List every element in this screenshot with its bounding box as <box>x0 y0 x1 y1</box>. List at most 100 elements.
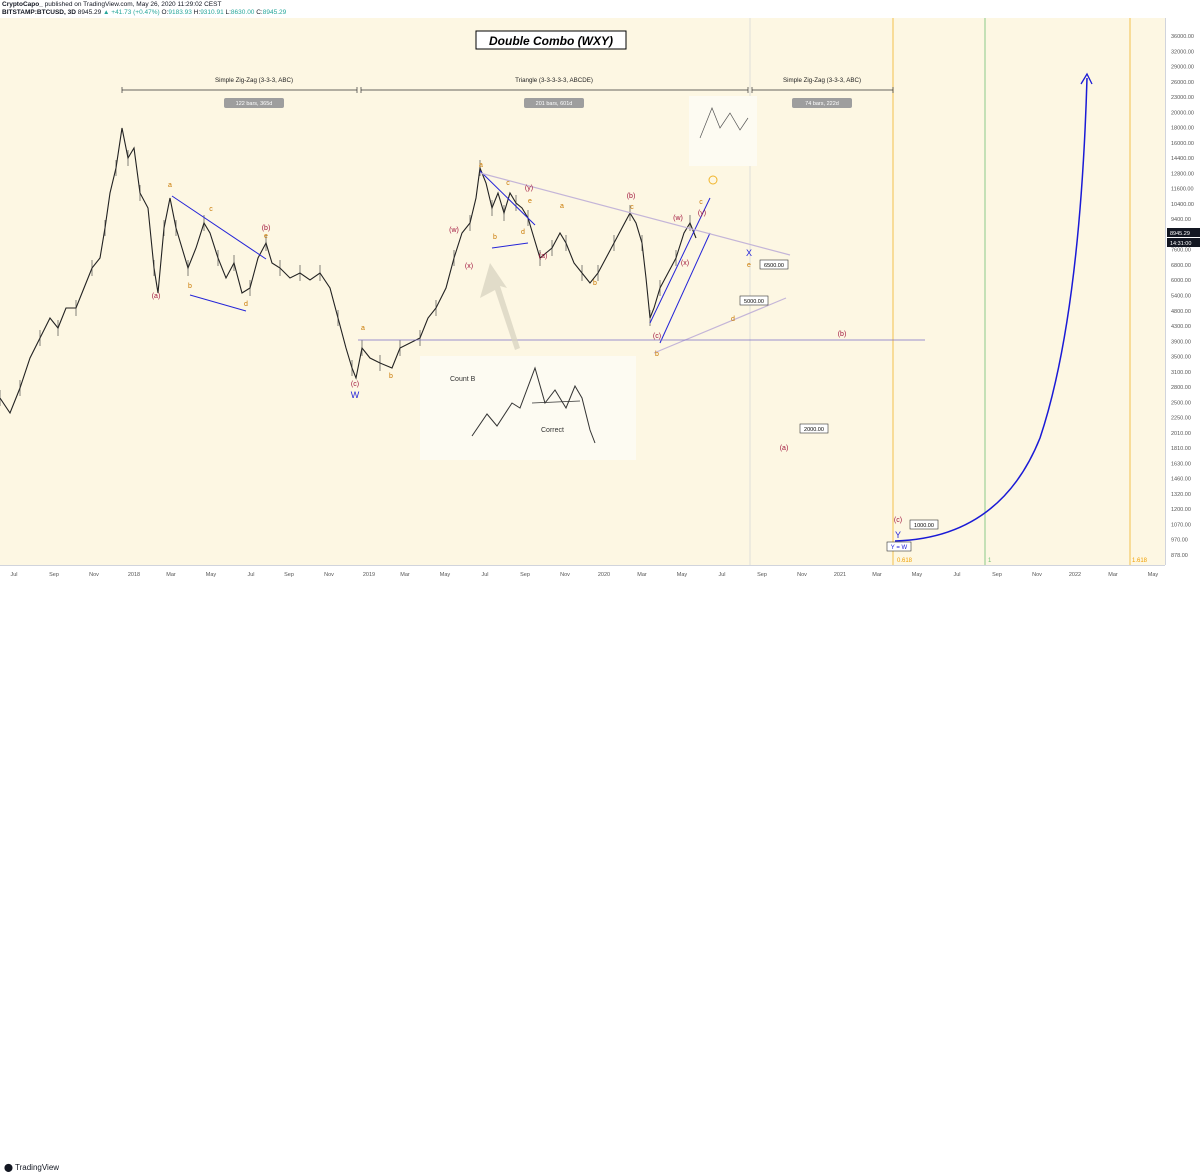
time-tick-label: Mar <box>400 572 410 578</box>
price-tick-label: 14400.00 <box>1171 156 1194 162</box>
wave-Y-label: Y <box>895 530 901 540</box>
time-tick-label: Sep <box>49 572 59 578</box>
price-tick-label: 2800.00 <box>1171 385 1191 391</box>
wave-label: c <box>699 199 703 206</box>
wave-label: b <box>389 373 393 380</box>
target-box <box>739 295 769 306</box>
wave-label: (w) <box>673 215 683 222</box>
inset-wave-path <box>471 366 596 444</box>
chart-title: Double Combo (WXY) <box>489 34 613 48</box>
time-tick-label: May <box>1148 572 1159 578</box>
price-tick-label: 6800.00 <box>1171 263 1191 269</box>
time-tick-label: May <box>440 572 451 578</box>
price-tick-label: 3900.00 <box>1171 339 1191 345</box>
time-tick-label: Nov <box>89 572 99 578</box>
wave-label: b <box>493 234 497 241</box>
time-tick-label: 2019 <box>363 572 375 578</box>
low-value: 8630.00 <box>230 9 255 16</box>
time-axis[interactable]: Jul Sep Nov 2018 Mar May Jul Sep Nov 2019 Mar May Ju… <box>0 565 1165 580</box>
wave-label: (a) <box>780 445 789 452</box>
range-badge <box>792 98 852 108</box>
time-tick-label: Jul <box>718 572 725 578</box>
wave-trendline <box>171 195 267 260</box>
price-tick-label: 2500.00 <box>1171 400 1191 406</box>
wave-label: (a) <box>539 253 548 260</box>
wave-label: a <box>361 325 365 332</box>
range-label: Simple Zig-Zag (3-3-3, ABC) <box>215 77 293 84</box>
wave-label: e <box>528 198 532 205</box>
time-tick-label: Nov <box>324 572 334 578</box>
range-badge-text: 201 bars, 601d <box>536 101 573 107</box>
wave-label: d <box>521 229 525 236</box>
wave-label: (x) <box>465 263 473 270</box>
wave-label: (b) <box>262 225 271 232</box>
pattern-inset <box>420 356 636 460</box>
price-axis-svg: 36000.00 32000.00 29000.00 26000.00 23000.00… <box>1167 34 1200 559</box>
wave-label: (c) <box>894 517 902 524</box>
title-box <box>475 30 627 50</box>
last-price-badge-text: 8945.29 <box>1170 231 1190 237</box>
projection-arrow-icon <box>1080 72 1093 85</box>
target-box <box>759 259 789 270</box>
time-tick-label: Mar <box>637 572 647 578</box>
wave-label: e <box>747 262 751 269</box>
target-label: 6500.00 <box>764 263 784 269</box>
target-box <box>799 423 829 434</box>
target-box <box>909 519 939 530</box>
price-tick-label: 1460.00 <box>1171 477 1191 483</box>
close-value: 8945.29 <box>262 9 287 16</box>
inset-correct-label: Correct <box>541 427 564 434</box>
wave-W-label: W <box>351 390 360 400</box>
countdown-badge <box>1167 238 1200 247</box>
price-tick-label: 23000.00 <box>1171 95 1194 101</box>
last-price-badge <box>1167 228 1200 237</box>
time-tick-label: 2020 <box>598 572 610 578</box>
wave-label: a <box>168 182 172 189</box>
triangle-upper-line <box>479 172 791 256</box>
time-tick-label: 2021 <box>834 572 846 578</box>
price-tick-label: 4300.00 <box>1171 324 1191 330</box>
fib-label: 1.618 <box>1132 558 1148 564</box>
range-badge-text: 74 bars, 222d <box>805 101 839 107</box>
price-tick-label: 1320.00 <box>1171 492 1191 498</box>
chart-header: CryptoCapo_ published on TradingView.com… <box>0 0 1200 18</box>
price-tick-label: 12800.00 <box>1171 171 1194 177</box>
price-tick-label: 32000.00 <box>1171 49 1194 55</box>
time-tick-label: Mar <box>166 572 176 578</box>
price-tick-label: 4800.00 <box>1171 309 1191 315</box>
tradingview-logo-icon: ⬤ <box>4 1163 13 1172</box>
time-tick-label: May <box>912 572 923 578</box>
price-tick-label: 1810.00 <box>1171 446 1191 452</box>
time-tick-label: May <box>206 572 217 578</box>
range-label: Simple Zig-Zag (3-3-3, ABC) <box>783 77 861 84</box>
time-tick-label: 2018 <box>128 572 140 578</box>
time-tick-label: Sep <box>757 572 767 578</box>
wave-label: c <box>630 204 634 211</box>
time-tick-label: Sep <box>284 572 294 578</box>
down-arrow-icon <box>708 175 718 185</box>
time-axis-svg: Jul Sep Nov 2018 Mar May Jul Sep Nov 2019 Mar May Ju… <box>10 572 1159 578</box>
last-price: 8945.29 <box>77 9 102 16</box>
chart-plot-area[interactable]: 0.618 1 1.618 Double Combo (WXY) Simple Zig-… <box>0 18 1165 565</box>
price-axis[interactable]: 36000.00 32000.00 29000.00 26000.00 23000.00… <box>1165 18 1200 565</box>
price-tick-label: 11600.00 <box>1171 187 1194 193</box>
price-tick-label: 1070.00 <box>1171 522 1191 528</box>
wave-label: b <box>188 283 192 290</box>
wave-label: (b) <box>838 331 847 338</box>
tradingview-logo[interactable]: ⬤ TradingView <box>4 1163 60 1172</box>
symbol-label[interactable]: BITSTAMP:BTCUSD, 3D <box>2 9 76 16</box>
projection-curve <box>894 77 1088 542</box>
author-name[interactable]: CryptoCapo_ <box>2 1 43 8</box>
time-tick-label: Jul <box>247 572 254 578</box>
publish-info: published on TradingView.com, May 26, 20… <box>44 1 222 8</box>
time-tick-label: Mar <box>872 572 882 578</box>
open-value: 9183.93 <box>168 9 192 16</box>
wave-label: (b) <box>627 193 636 200</box>
price-tick-label: 36000.00 <box>1171 34 1194 40</box>
chart-svg[interactable]: 0.618 1 1.618 Double Combo (WXY) Simple Zig-… <box>0 18 1165 565</box>
price-tick-label: 1200.00 <box>1171 507 1191 513</box>
wave-label: c <box>209 206 213 213</box>
price-tick-label: 26000.00 <box>1171 80 1194 86</box>
target-label: 5000.00 <box>744 299 764 305</box>
fib-label: 0.618 <box>897 558 913 564</box>
